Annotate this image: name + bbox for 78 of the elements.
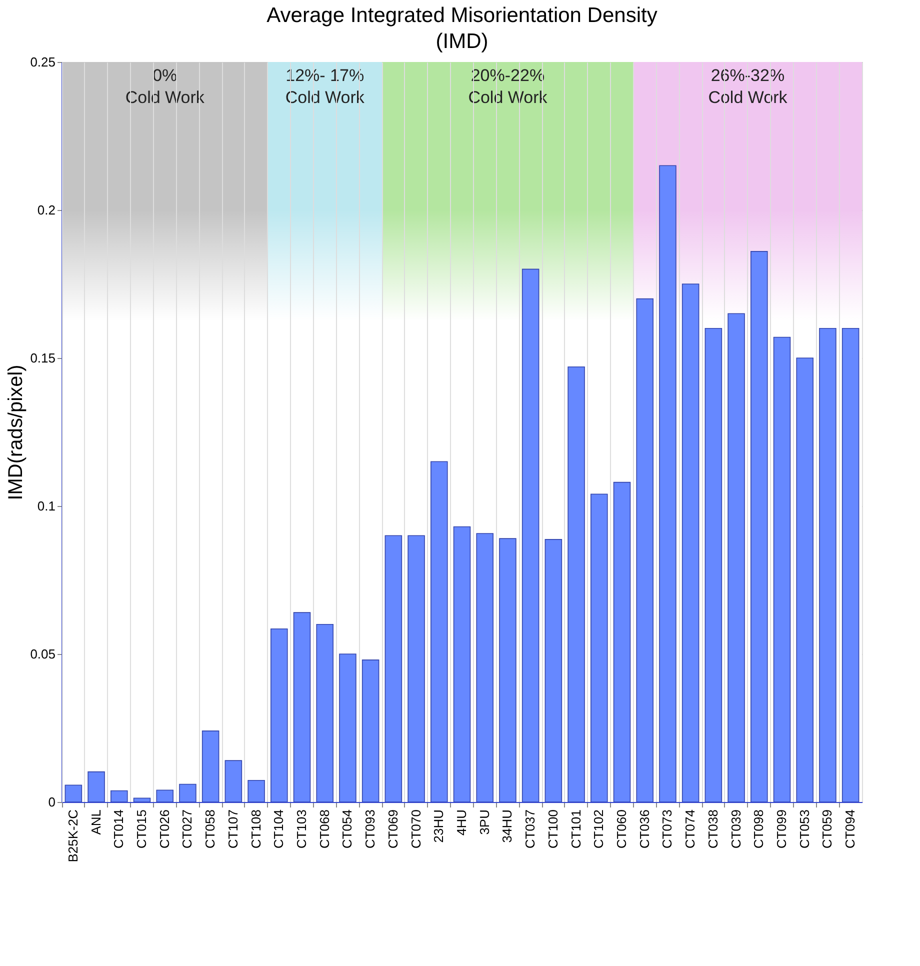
y-tick-label: 0.25 [30,54,56,70]
y-tick-label: 0.05 [30,646,56,662]
bar [110,790,128,802]
x-tick-label: CT100 [545,810,560,849]
x-tick-label: CT104 [271,810,286,849]
bar [64,784,82,802]
bar [499,538,516,802]
x-tick-label: CT053 [796,810,812,849]
x-tick-label: CT073 [660,810,675,849]
x-tick-label: CT054 [340,810,355,849]
x-tick-label: CT036 [636,810,652,849]
x-tick-label: 23HU [431,810,446,843]
bar [430,461,448,802]
bar [179,784,196,802]
x-tick-label: CT069 [385,810,400,849]
x-tick-label: CT058 [202,810,218,849]
bar [248,780,265,802]
bar [636,298,654,802]
x-tick-label: CT060 [614,810,629,849]
x-tick-label: B25K-2C [65,810,80,862]
x-tick-label: CT037 [522,810,538,849]
chart-title: Average Integrated Misorientation Density (IMD) [266,4,658,53]
x-tick-label: CT038 [705,810,720,849]
bar [796,358,814,802]
bar [568,366,585,802]
bar [659,165,676,802]
bar [773,336,791,802]
bar [750,251,768,802]
x-tick-label: CT108 [248,810,264,849]
bar [682,284,700,802]
y-tick-label: 0.15 [30,350,56,366]
band-label: 26%-32% Cold Work [708,66,788,107]
y-tick-label: 0 [48,794,56,810]
bar [293,612,311,802]
x-tick-label: CT027 [180,810,195,849]
bar [476,533,494,802]
x-tick-label: CT070 [408,810,424,849]
bar [224,760,242,802]
bar [728,313,745,802]
bar [339,654,356,802]
x-tick-label: 34HU [500,810,515,843]
bar [202,730,220,802]
bar [842,328,860,802]
bar [613,482,631,802]
x-tick-label: CT015 [134,810,149,849]
bar [384,535,402,802]
bar [316,624,334,802]
x-tick-label: CT102 [591,810,606,849]
bar [522,268,540,802]
y-tick-label: 0.2 [37,202,56,218]
bar [704,328,722,802]
x-tick-label: CT099 [774,810,789,849]
x-tick-label: CT101 [568,810,584,849]
x-tick-label: CT026 [156,810,172,849]
y-axis-title: IMD(rads/pixel) [5,364,28,500]
x-tick-label: CT074 [682,810,698,849]
x-tick-label: 3PU [476,810,492,835]
bar [88,771,105,802]
x-tick-label: CT014 [111,810,126,849]
bar [408,535,425,802]
x-tick-label: CT094 [842,810,858,849]
x-tick-label: 4HU [454,810,469,836]
x-tick-label: CT093 [362,810,378,849]
bar [156,790,174,802]
bar [453,526,471,802]
bar [819,328,836,802]
x-tick-label: CT103 [294,810,309,849]
x-tick-label: CT039 [728,810,744,849]
bar [544,539,562,802]
x-tick-label: ANL [88,810,104,835]
x-tick-label: CT107 [225,810,240,849]
x-tick-label: CT098 [751,810,766,849]
bar [590,494,608,802]
bar [270,628,288,802]
bar [362,660,380,802]
x-tick-label: CT068 [316,810,332,849]
y-tick-label: 0.1 [37,498,56,514]
x-tick-label: CT059 [820,810,835,849]
